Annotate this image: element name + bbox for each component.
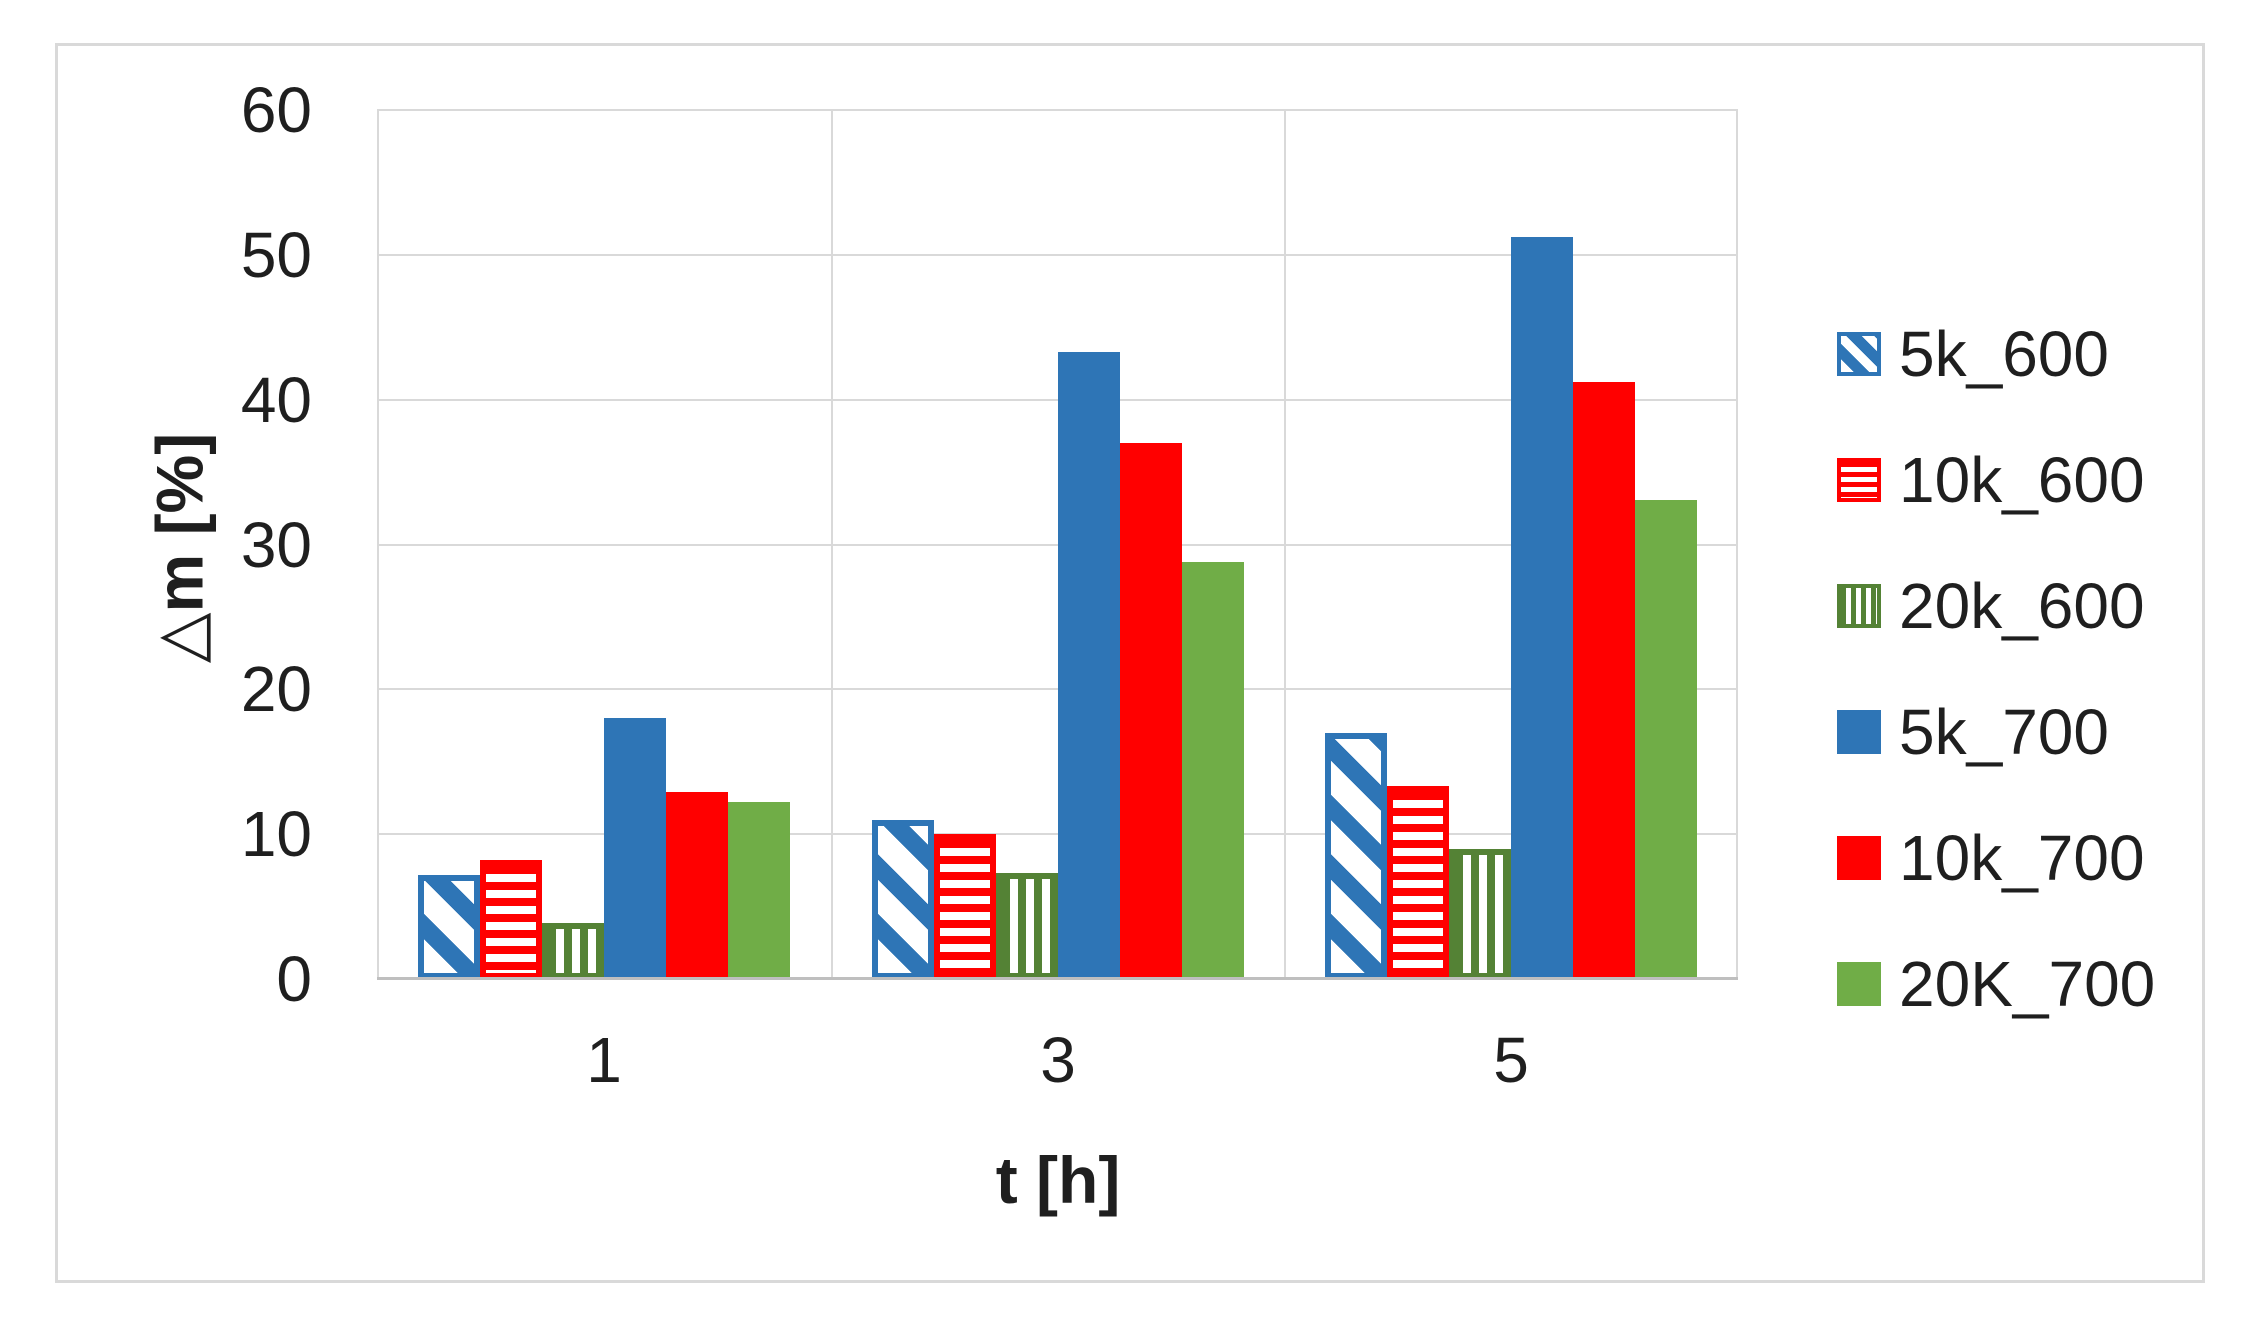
legend-item-20k_600: 20k_600 — [1837, 570, 2145, 642]
legend-label-10k_600: 10k_600 — [1899, 444, 2145, 516]
h-gridline-40 — [377, 398, 1738, 401]
legend-swatch-5k_700 — [1837, 710, 1881, 754]
legend-item-20K_700: 20K_700 — [1837, 948, 2156, 1020]
h-gridline-30 — [377, 543, 1738, 546]
bar-20k_600-t5 — [1449, 849, 1511, 979]
y-tick-label-40: 40 — [240, 364, 312, 436]
plot-area — [377, 109, 1738, 980]
v-gridline-0 — [377, 110, 379, 979]
legend-label-5k_600: 5k_600 — [1899, 318, 2109, 390]
legend-label-5k_700: 5k_700 — [1899, 696, 2109, 768]
legend-label-20K_700: 20K_700 — [1899, 948, 2156, 1020]
y-tick-label-60: 60 — [240, 74, 312, 146]
legend-swatch-5k_600 — [1837, 332, 1881, 376]
bar-10k_700-t3 — [1120, 443, 1182, 979]
legend-label-10k_700: 10k_700 — [1899, 822, 2145, 894]
bar-5k_600-t5 — [1325, 733, 1387, 979]
bar-5k_600-t1 — [418, 875, 480, 979]
h-gridline-10 — [377, 833, 1738, 836]
v-gridline-1 — [831, 110, 833, 979]
bar-20k_600-t1 — [542, 923, 604, 979]
y-axis-title: △m [%] — [142, 432, 217, 664]
legend: 5k_600 10k_600 20k_600 5k_700 10k_700 20K_700 — [1837, 0, 2217, 1328]
y-tick-label-30: 30 — [240, 509, 312, 581]
legend-swatch-10k_600 — [1837, 458, 1881, 502]
bar-5k_700-t5 — [1511, 237, 1573, 979]
v-gridline-3 — [1736, 110, 1738, 979]
y-tick-label-0: 0 — [276, 943, 312, 1015]
legend-swatch-20K_700 — [1837, 962, 1881, 1006]
bar-5k_700-t1 — [604, 718, 666, 979]
bar-5k_700-t3 — [1058, 352, 1120, 979]
h-gridline-50 — [377, 253, 1738, 256]
x-tick-label-1: 1 — [586, 1024, 622, 1096]
bar-10k_600-t5 — [1387, 786, 1449, 979]
y-tick-label-20: 20 — [240, 653, 312, 725]
bar-10k_600-t1 — [480, 860, 542, 979]
bar-10k_600-t3 — [934, 834, 996, 979]
legend-swatch-10k_700 — [1837, 836, 1881, 880]
bar-20K_700-t1 — [728, 802, 790, 979]
legend-swatch-20k_600 — [1837, 584, 1881, 628]
x-tick-label-3: 3 — [1040, 1024, 1076, 1096]
legend-label-20k_600: 20k_600 — [1899, 570, 2145, 642]
legend-item-10k_700: 10k_700 — [1837, 822, 2145, 894]
legend-item-10k_600: 10k_600 — [1837, 444, 2145, 516]
h-gridline-60 — [377, 109, 1738, 111]
bar-20k_600-t3 — [996, 873, 1058, 979]
bar-10k_700-t1 — [666, 792, 728, 979]
legend-item-5k_700: 5k_700 — [1837, 696, 2109, 768]
bar-5k_600-t3 — [872, 820, 934, 979]
legend-item-5k_600: 5k_600 — [1837, 318, 2109, 390]
bar-10k_700-t5 — [1573, 382, 1635, 979]
v-gridline-2 — [1284, 110, 1286, 979]
bar-20K_700-t5 — [1635, 500, 1697, 979]
bar-20K_700-t3 — [1182, 562, 1244, 979]
y-tick-label-10: 10 — [240, 798, 312, 870]
x-tick-label-5: 5 — [1493, 1024, 1529, 1096]
x-axis-line — [377, 977, 1738, 980]
y-tick-label-50: 50 — [240, 219, 312, 291]
h-gridline-20 — [377, 688, 1738, 691]
x-axis-title: t [h] — [995, 1143, 1121, 1217]
